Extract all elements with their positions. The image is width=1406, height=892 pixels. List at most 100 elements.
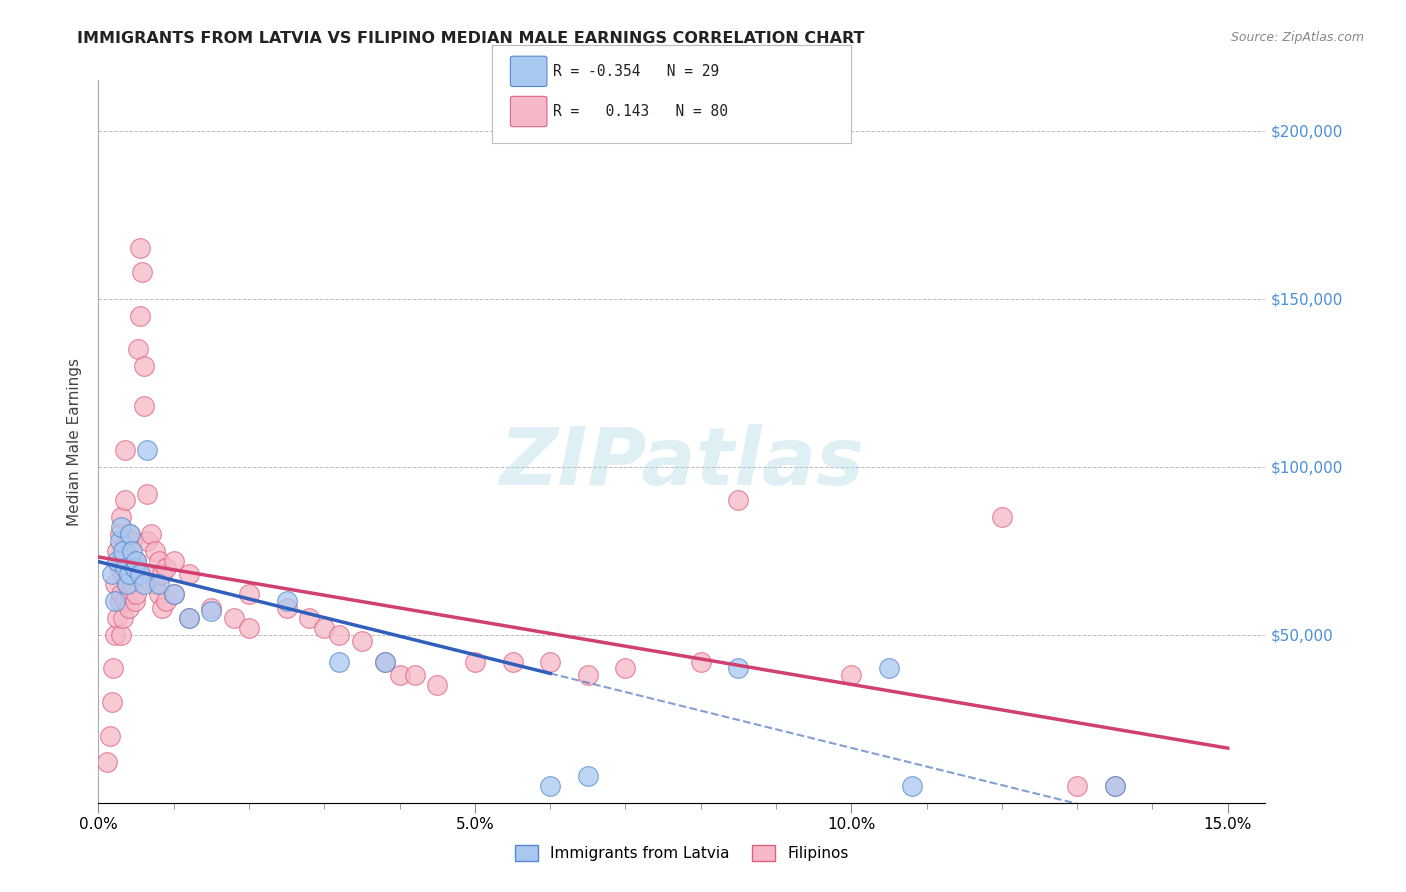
Point bbox=[276, 594, 298, 608]
Text: R =   0.143   N = 80: R = 0.143 N = 80 bbox=[553, 104, 727, 119]
Point bbox=[110, 520, 132, 534]
Point bbox=[118, 554, 141, 568]
Point bbox=[238, 587, 260, 601]
Point bbox=[104, 577, 127, 591]
Point bbox=[143, 577, 166, 591]
Point bbox=[576, 668, 599, 682]
Point bbox=[576, 769, 599, 783]
Point bbox=[105, 554, 128, 568]
Point bbox=[1066, 779, 1088, 793]
Text: Source: ZipAtlas.com: Source: ZipAtlas.com bbox=[1230, 31, 1364, 45]
Point bbox=[373, 655, 395, 669]
Legend: Immigrants from Latvia, Filipinos: Immigrants from Latvia, Filipinos bbox=[509, 839, 855, 867]
Point bbox=[121, 543, 143, 558]
Point bbox=[148, 577, 170, 591]
Point bbox=[110, 510, 132, 524]
Point bbox=[877, 661, 900, 675]
Point bbox=[124, 560, 146, 574]
Point bbox=[118, 527, 141, 541]
Point bbox=[118, 587, 141, 601]
Point bbox=[104, 628, 127, 642]
Point bbox=[314, 621, 336, 635]
Point bbox=[108, 527, 131, 541]
Point bbox=[689, 655, 711, 669]
Point bbox=[388, 668, 411, 682]
Point bbox=[121, 577, 143, 591]
Point bbox=[110, 554, 132, 568]
Point bbox=[136, 533, 159, 548]
Point bbox=[124, 560, 146, 574]
Point bbox=[108, 594, 131, 608]
Point bbox=[103, 661, 125, 675]
Point bbox=[404, 668, 426, 682]
Point bbox=[114, 442, 136, 457]
Point bbox=[136, 442, 159, 457]
Point bbox=[101, 567, 124, 582]
Point bbox=[110, 587, 132, 601]
Point bbox=[328, 628, 350, 642]
Point bbox=[900, 779, 922, 793]
Point bbox=[328, 655, 350, 669]
Point bbox=[177, 567, 200, 582]
Point bbox=[1104, 779, 1126, 793]
Point bbox=[125, 554, 148, 568]
Point bbox=[115, 577, 138, 591]
Point bbox=[163, 587, 186, 601]
Point bbox=[105, 611, 128, 625]
Point bbox=[115, 577, 138, 591]
Point bbox=[127, 342, 149, 356]
Point bbox=[108, 560, 131, 574]
Point bbox=[117, 567, 139, 582]
Point bbox=[426, 678, 449, 692]
Point bbox=[238, 621, 260, 635]
Point bbox=[276, 600, 298, 615]
Point bbox=[298, 611, 321, 625]
Point bbox=[128, 309, 150, 323]
Point bbox=[131, 265, 153, 279]
Point bbox=[96, 756, 118, 770]
Point bbox=[139, 527, 162, 541]
Point bbox=[114, 493, 136, 508]
Point bbox=[110, 628, 132, 642]
Point bbox=[727, 493, 749, 508]
Point bbox=[991, 510, 1014, 524]
Point bbox=[538, 655, 561, 669]
Point bbox=[125, 587, 148, 601]
Point bbox=[200, 600, 222, 615]
Point bbox=[177, 611, 200, 625]
Point bbox=[117, 600, 139, 615]
Point bbox=[115, 533, 138, 548]
Point bbox=[114, 560, 136, 574]
Point bbox=[132, 359, 155, 373]
Point bbox=[124, 594, 146, 608]
Text: ZIPatlas: ZIPatlas bbox=[499, 425, 865, 502]
Point bbox=[128, 567, 150, 582]
Point bbox=[101, 695, 124, 709]
Point bbox=[114, 543, 136, 558]
Point bbox=[111, 567, 134, 582]
Point bbox=[132, 577, 155, 591]
Point bbox=[155, 560, 177, 574]
Y-axis label: Median Male Earnings: Median Male Earnings bbox=[67, 358, 83, 525]
Point bbox=[98, 729, 121, 743]
Point bbox=[125, 554, 148, 568]
Point bbox=[108, 533, 131, 548]
Point bbox=[163, 587, 186, 601]
Point bbox=[727, 661, 749, 675]
Point bbox=[104, 594, 127, 608]
Point bbox=[139, 567, 162, 582]
Point bbox=[163, 554, 186, 568]
Text: IMMIGRANTS FROM LATVIA VS FILIPINO MEDIAN MALE EARNINGS CORRELATION CHART: IMMIGRANTS FROM LATVIA VS FILIPINO MEDIA… bbox=[77, 31, 865, 46]
Point bbox=[148, 554, 170, 568]
Point bbox=[614, 661, 637, 675]
Point bbox=[538, 779, 561, 793]
Point bbox=[177, 611, 200, 625]
Point bbox=[117, 527, 139, 541]
Point bbox=[373, 655, 395, 669]
Point bbox=[152, 600, 174, 615]
Text: R = -0.354   N = 29: R = -0.354 N = 29 bbox=[553, 64, 718, 78]
Point bbox=[105, 543, 128, 558]
Point bbox=[222, 611, 245, 625]
Point bbox=[128, 241, 150, 255]
Point bbox=[152, 567, 174, 582]
